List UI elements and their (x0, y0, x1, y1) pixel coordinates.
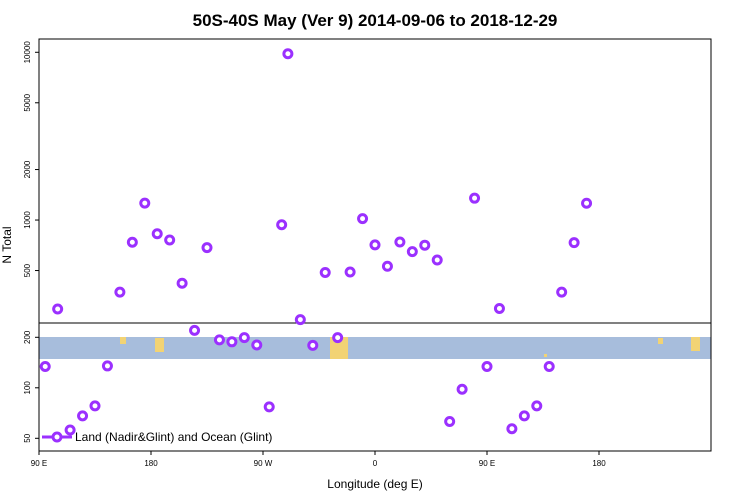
data-point (226, 336, 238, 348)
data-point (556, 286, 568, 298)
data-point (151, 228, 163, 240)
data-point (89, 400, 101, 412)
legend: Land (Nadir&Glint) and Ocean (Glint) (42, 430, 272, 444)
data-point (64, 424, 76, 436)
x-axis: 90 E 180 90 W 0 90 E 180 (31, 451, 606, 468)
y-tick-label: 500 (23, 263, 32, 277)
data-point (176, 277, 188, 289)
x-axis-title: Longitude (deg E) (327, 477, 422, 491)
land-patch (330, 337, 348, 359)
y-axis-title: N Total (0, 226, 14, 263)
data-point (481, 360, 493, 372)
data-point (506, 423, 518, 435)
data-point (493, 302, 505, 314)
data-point (419, 239, 431, 251)
data-point (518, 410, 530, 422)
data-point (189, 324, 201, 336)
data-point (294, 314, 306, 326)
x-tick-label: 90 E (479, 459, 495, 468)
y-axis: 50 100 200 500 1000 2000 5000 10000 (23, 41, 39, 443)
x-tick-label: 180 (592, 459, 606, 468)
data-point (332, 332, 344, 344)
data-point (307, 339, 319, 351)
data-point (381, 260, 393, 272)
y-tick-label: 5000 (23, 93, 32, 111)
data-point (114, 286, 126, 298)
data-point (394, 236, 406, 248)
data-point (581, 197, 593, 209)
x-tick-label: 90 W (254, 459, 273, 468)
data-point (52, 303, 64, 315)
data-point (543, 360, 555, 372)
data-point (357, 213, 369, 225)
data-point (531, 400, 543, 412)
data-point (238, 332, 250, 344)
data-point (344, 266, 356, 278)
data-point (444, 415, 456, 427)
x-tick-label: 180 (144, 459, 158, 468)
data-point (39, 360, 51, 372)
data-point (263, 401, 275, 413)
data-point (126, 236, 138, 248)
data-point (213, 334, 225, 346)
data-point (568, 237, 580, 249)
data-point (406, 246, 418, 258)
data-point (369, 239, 381, 251)
chart-title: 50S-40S May (Ver 9) 2014-09-06 to 2018-1… (193, 11, 558, 30)
data-point (469, 192, 481, 204)
land-patch (544, 354, 547, 357)
land-patch (658, 338, 663, 344)
data-point (77, 410, 89, 422)
land-ocean-band (39, 337, 711, 359)
legend-label: Land (Nadir&Glint) and Ocean (Glint) (75, 430, 272, 444)
data-point (276, 219, 288, 231)
ocean-band (39, 337, 711, 359)
data-point (201, 242, 213, 254)
data-point (456, 383, 468, 395)
y-tick-label: 100 (23, 381, 32, 395)
y-tick-label: 2000 (23, 160, 32, 178)
x-tick-label: 0 (373, 459, 378, 468)
data-points (39, 48, 593, 436)
y-tick-label: 10000 (23, 41, 32, 64)
data-point (282, 48, 294, 60)
y-tick-label: 200 (23, 330, 32, 344)
data-point (251, 339, 263, 351)
data-point (139, 197, 151, 209)
legend-marker-swatch (51, 431, 63, 443)
data-point (101, 360, 113, 372)
x-tick-label: 90 E (31, 459, 47, 468)
data-point (319, 266, 331, 278)
data-point (431, 254, 443, 266)
land-patch (120, 337, 126, 344)
data-point (164, 234, 176, 246)
land-patch (155, 338, 164, 352)
y-tick-label: 1000 (23, 211, 32, 229)
y-tick-label: 50 (23, 433, 32, 442)
land-patch (691, 337, 700, 351)
